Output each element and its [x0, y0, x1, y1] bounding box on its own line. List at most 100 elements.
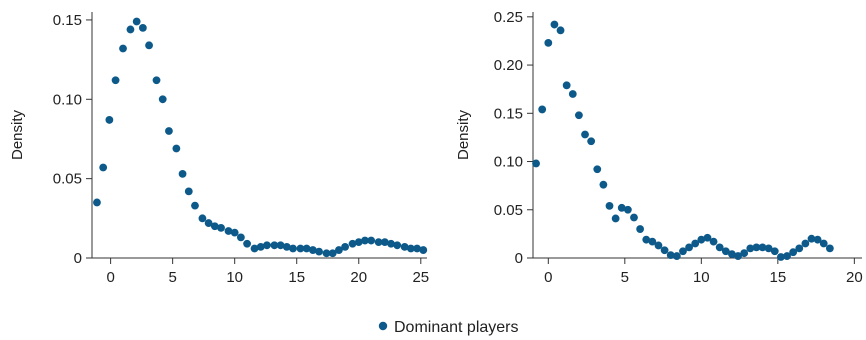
- data-point: [807, 234, 816, 243]
- data-point: [393, 241, 402, 250]
- data-point: [611, 214, 620, 223]
- data-point: [801, 239, 810, 248]
- x-tick-label: 5: [168, 269, 176, 286]
- data-point: [734, 252, 742, 260]
- data-point: [165, 127, 173, 135]
- x-tick-label: 20: [846, 269, 863, 286]
- y-tick-label: 0.05: [53, 171, 82, 188]
- y-tick-label: 0: [74, 250, 82, 267]
- data-point: [776, 253, 785, 261]
- data-point: [367, 236, 376, 245]
- y-tick-label: 0: [515, 250, 523, 267]
- data-point: [587, 137, 596, 146]
- data-point: [119, 44, 127, 53]
- data-point: [93, 198, 101, 207]
- data-point: [400, 242, 409, 251]
- data-point: [764, 244, 773, 253]
- data-point: [354, 238, 363, 247]
- data-point: [302, 244, 311, 253]
- data-point: [740, 249, 749, 258]
- x-tick-label: 0: [106, 269, 114, 286]
- data-point: [335, 246, 343, 254]
- data-point: [758, 243, 767, 252]
- data-point: [752, 243, 761, 252]
- data-point: [709, 237, 718, 246]
- x-tick-label: 15: [288, 269, 305, 286]
- data-point: [236, 233, 245, 242]
- data-point: [770, 247, 779, 256]
- data-point: [315, 247, 323, 256]
- x-tick-label: 20: [350, 269, 367, 286]
- data-point: [568, 90, 577, 98]
- x-tick-label: 10: [693, 269, 710, 286]
- data-point: [715, 243, 724, 252]
- data-point: [795, 244, 804, 253]
- data-point: [538, 105, 547, 114]
- data-point: [132, 17, 141, 26]
- data-point: [617, 203, 626, 212]
- y-axis-title: Density: [455, 109, 472, 160]
- data-point: [642, 235, 651, 244]
- data-point: [783, 252, 791, 260]
- data-point: [721, 247, 730, 256]
- data-point: [660, 246, 669, 255]
- data-point: [636, 225, 645, 233]
- data-point: [813, 235, 822, 244]
- data-point: [99, 163, 108, 172]
- data-point: [703, 233, 712, 242]
- data-point: [230, 228, 239, 237]
- data-point: [198, 214, 207, 223]
- data-point: [550, 20, 559, 29]
- data-point: [184, 187, 193, 196]
- right-panel: 0 5 10 15 20 0 0.05 0.10 0.15 0.20 0.25 Density: [455, 9, 863, 286]
- data-point: [575, 111, 583, 120]
- data-point: [328, 249, 337, 258]
- legend-marker: [378, 321, 388, 331]
- data-point: [243, 239, 251, 248]
- data-point: [308, 246, 317, 254]
- y-tick-label: 0.10: [53, 91, 82, 108]
- data-point: [282, 242, 291, 251]
- data-point: [825, 244, 834, 253]
- data-point: [562, 81, 571, 90]
- y-tick-label: 0.25: [494, 9, 523, 26]
- legend-label: Dominant players: [394, 319, 519, 336]
- data-point: [158, 95, 167, 104]
- data-point: [341, 242, 350, 251]
- data-point: [697, 235, 706, 244]
- data-point: [289, 244, 297, 253]
- data-point: [532, 159, 540, 168]
- data-point: [178, 169, 187, 178]
- data-point: [623, 205, 632, 214]
- data-point: [217, 223, 225, 232]
- data-point: [666, 251, 675, 260]
- data-point: [270, 241, 279, 250]
- data-point: [387, 239, 395, 248]
- data-point: [544, 38, 553, 47]
- data-point: [296, 244, 305, 253]
- data-point: [556, 26, 565, 35]
- data-point: [691, 239, 700, 248]
- data-point: [105, 116, 114, 124]
- legend: Dominant players: [378, 319, 519, 336]
- data-point: [138, 23, 147, 32]
- data-point: [413, 244, 421, 253]
- data-point: [679, 247, 687, 256]
- x-tick-label: 15: [769, 269, 786, 286]
- data-point: [789, 248, 798, 257]
- y-tick-label: 0.15: [494, 105, 523, 122]
- data-point: [361, 236, 369, 245]
- data-point: [224, 227, 233, 235]
- data-point: [406, 244, 415, 253]
- y-tick-label: 0.05: [494, 202, 523, 219]
- data-point: [380, 238, 389, 247]
- data-point: [210, 222, 219, 231]
- data-point: [685, 243, 693, 252]
- data-point: [630, 213, 638, 222]
- data-point: [145, 41, 153, 50]
- data-point: [746, 244, 755, 253]
- data-point: [581, 130, 589, 139]
- x-tick-label: 0: [544, 269, 552, 286]
- data-point: [256, 242, 265, 251]
